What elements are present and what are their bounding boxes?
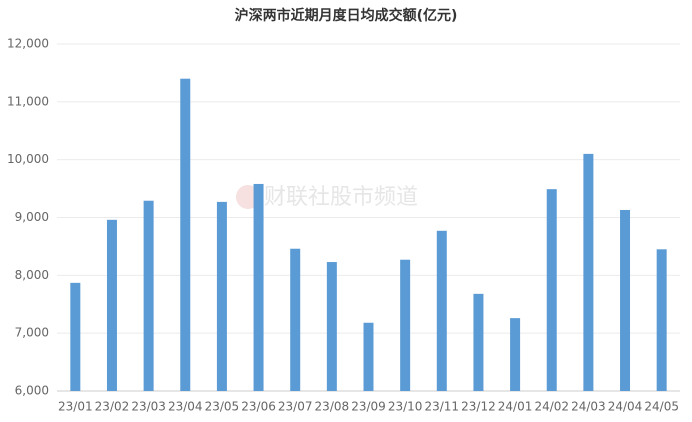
- x-tick-label: 24/01: [498, 400, 533, 414]
- bar: [326, 262, 337, 391]
- x-tick-label: 23/09: [351, 400, 386, 414]
- x-tick-label: 24/03: [571, 400, 606, 414]
- y-tick-label: 6,000: [15, 384, 49, 398]
- y-tick-label: 11,000: [7, 94, 49, 108]
- bar: [510, 318, 521, 391]
- bar: [473, 293, 484, 391]
- x-tick-label: 23/01: [58, 400, 93, 414]
- x-tick-label: 23/07: [278, 400, 313, 414]
- x-tick-label: 23/05: [205, 400, 240, 414]
- x-tick-label: 23/02: [95, 400, 130, 414]
- y-tick-label: 7,000: [15, 326, 49, 340]
- x-tick-label: 24/05: [644, 400, 679, 414]
- x-tick-label: 23/08: [315, 400, 350, 414]
- x-tick-label: 23/12: [461, 400, 496, 414]
- chart-title: 沪深两市近期月度日均成交额(亿元): [235, 7, 458, 24]
- bar: [180, 78, 191, 391]
- x-tick-label: 23/03: [131, 400, 166, 414]
- x-tick-label: 24/04: [608, 400, 643, 414]
- bar: [363, 322, 374, 391]
- bar: [106, 219, 117, 391]
- y-tick-label: 8,000: [15, 268, 49, 282]
- bar: [70, 282, 81, 391]
- bar: [436, 230, 447, 391]
- watermark: 财联社股市频道: [264, 185, 418, 210]
- y-tick-label: 12,000: [7, 37, 49, 51]
- bar: [583, 153, 594, 391]
- bar: [253, 183, 264, 391]
- x-tick-label: 23/04: [168, 400, 203, 414]
- bar: [620, 209, 631, 391]
- x-tick-label: 23/10: [388, 400, 423, 414]
- bar: [656, 249, 667, 391]
- bar: [143, 200, 154, 391]
- y-tick-label: 10,000: [7, 152, 49, 166]
- x-tick-label: 23/06: [241, 400, 276, 414]
- x-tick-label: 23/11: [424, 400, 459, 414]
- bar: [546, 189, 557, 391]
- bar: [290, 248, 301, 391]
- x-tick-label: 24/02: [534, 400, 569, 414]
- y-tick-label: 9,000: [15, 210, 49, 224]
- bar: [400, 259, 411, 391]
- bar: [216, 201, 227, 391]
